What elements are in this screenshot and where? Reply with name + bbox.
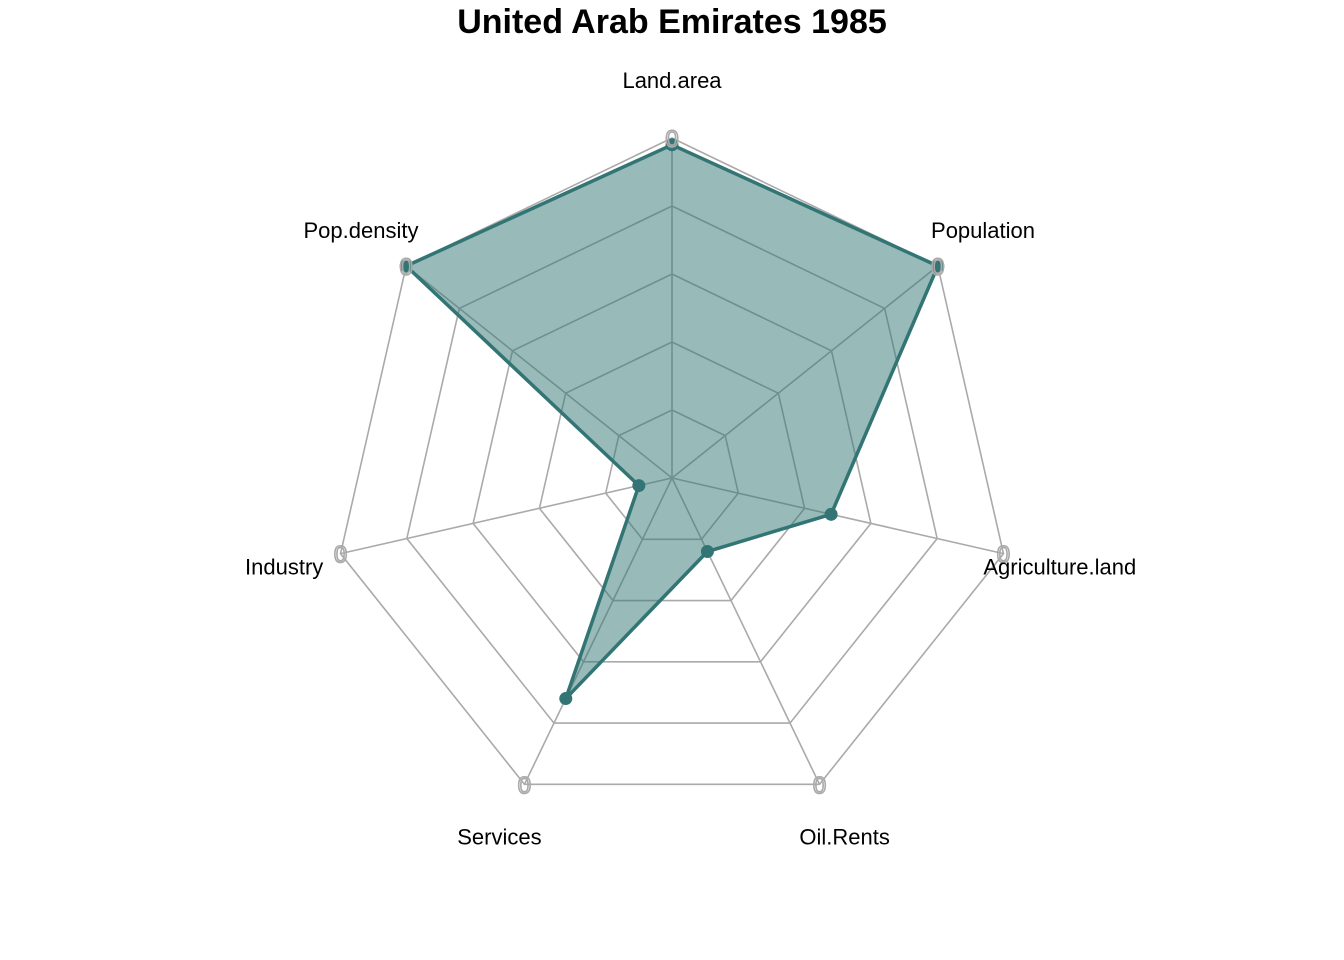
axis-label-6: Pop.density bbox=[304, 218, 419, 243]
axis-label-2: Agriculture.land bbox=[983, 555, 1136, 580]
data-point-1 bbox=[931, 259, 945, 273]
series-area-0 bbox=[404, 143, 940, 701]
grid-spoke-5 bbox=[340, 477, 673, 555]
axis-max-label-4: 0 bbox=[518, 772, 531, 799]
radar-series bbox=[399, 138, 945, 706]
axis-labels: 0Land.area0Population0Agriculture.land0O… bbox=[245, 68, 1136, 849]
axis-label-4: Services bbox=[457, 824, 541, 849]
axis-max-label-5: 0 bbox=[334, 542, 347, 569]
data-point-2 bbox=[824, 507, 838, 521]
axis-max-label-3: 0 bbox=[813, 772, 826, 799]
data-point-4 bbox=[559, 692, 573, 706]
axis-label-0: Land.area bbox=[622, 68, 722, 93]
axis-max-label-6: 0 bbox=[399, 254, 412, 281]
axis-max-label-0: 0 bbox=[665, 126, 678, 153]
axis-max-label-1: 0 bbox=[931, 254, 944, 281]
axis-label-5: Industry bbox=[245, 555, 323, 580]
grid-ring-5 bbox=[339, 137, 1005, 786]
axis-max-label-2: 0 bbox=[997, 542, 1010, 569]
data-point-0 bbox=[665, 138, 679, 152]
chart-title: United Arab Emirates 1985 bbox=[457, 3, 887, 41]
data-point-3 bbox=[700, 545, 714, 559]
axis-label-1: Population bbox=[931, 218, 1035, 243]
data-point-5 bbox=[632, 479, 646, 493]
data-point-6 bbox=[399, 259, 413, 273]
axis-label-3: Oil.Rents bbox=[799, 824, 889, 849]
